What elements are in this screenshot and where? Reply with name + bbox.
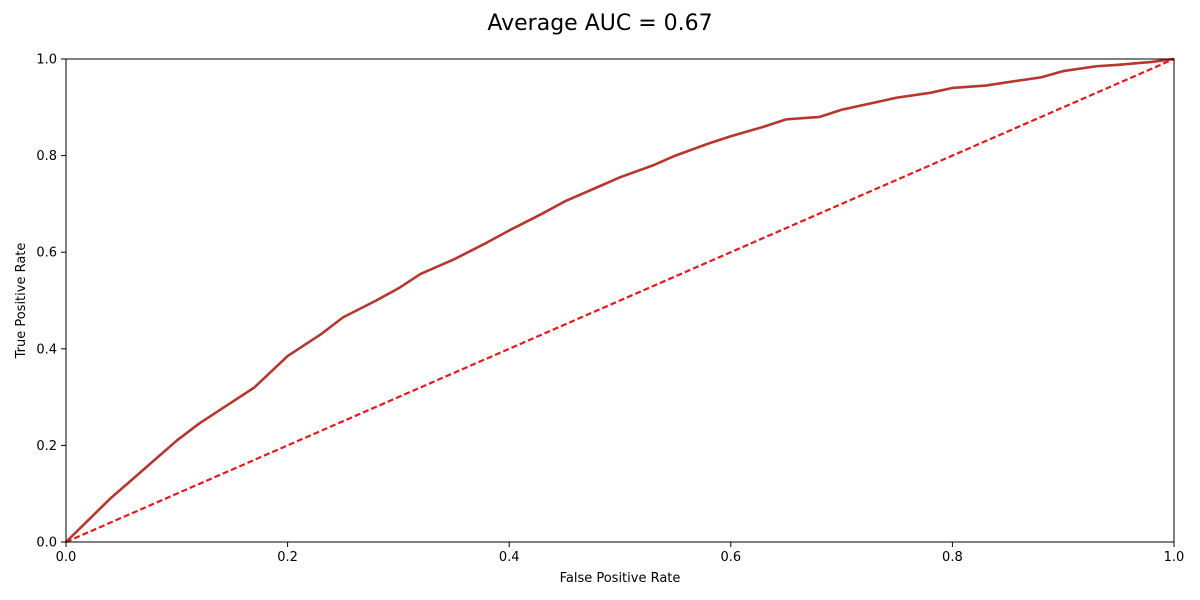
y-tick-label: 0.0 [36,536,57,551]
x-axis-label: False Positive Rate [560,571,681,586]
y-axis-ticks: 0.0 0.2 0.4 0.6 0.8 1.0 [36,53,66,551]
roc-curve-line [65,57,1175,543]
x-axis-ticks: 0.0 0.2 0.4 0.6 0.8 1.0 [56,542,1185,565]
x-tick-label: 0.0 [56,550,77,565]
chart-title: Average AUC = 0.67 [487,11,712,36]
x-tick-label: 0.8 [942,550,963,565]
x-tick-label: 0.6 [720,550,741,565]
y-axis-label: True Positive Rate [14,243,29,360]
x-tick-label: 0.4 [499,550,520,565]
series-layer [65,57,1175,544]
x-tick-label: 1.0 [1164,550,1185,565]
y-tick-label: 0.4 [36,342,57,357]
chance-diagonal-line [65,57,1175,544]
plot-area [65,57,1175,544]
y-tick-label: 0.2 [36,439,57,454]
y-tick-label: 1.0 [36,53,57,68]
plot-frame [65,58,1175,543]
x-tick-label: 0.2 [277,550,298,565]
y-tick-label: 0.6 [36,246,57,261]
y-tick-label: 0.8 [36,149,57,164]
